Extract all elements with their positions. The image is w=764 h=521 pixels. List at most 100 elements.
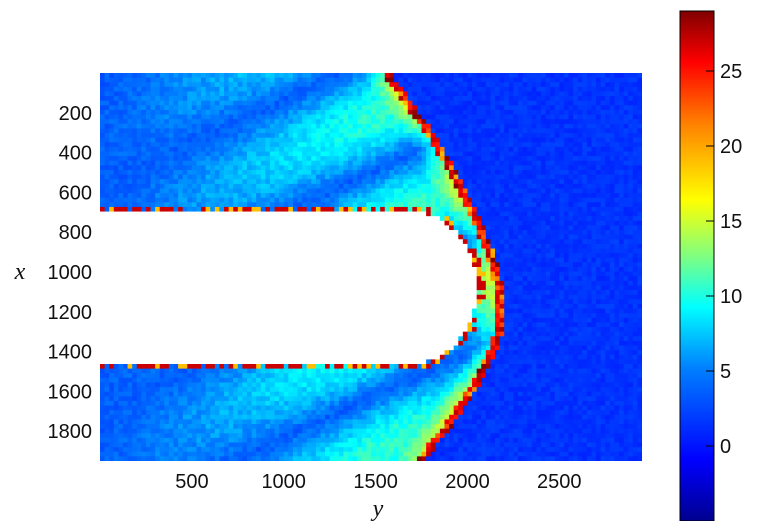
heatmap-cell	[201, 211, 207, 217]
heatmap-cell	[545, 211, 551, 217]
heatmap-cell	[393, 151, 400, 157]
heatmap-cell	[416, 73, 423, 79]
heatmap-cell	[164, 105, 170, 111]
heatmap-cell	[320, 91, 326, 97]
heatmap-cell	[389, 174, 395, 180]
heatmap-cell	[283, 105, 289, 111]
heatmap-cell	[531, 248, 537, 254]
heatmap-cell	[614, 114, 620, 120]
heatmap-cell	[224, 183, 230, 190]
heatmap-cell	[357, 142, 363, 148]
heatmap-cell	[366, 193, 372, 199]
heatmap-cell	[297, 179, 303, 185]
heatmap-cell	[302, 243, 308, 250]
heatmap-cell	[600, 174, 606, 180]
heatmap-cell	[490, 243, 496, 250]
heatmap-cell	[426, 211, 432, 217]
heatmap-cell	[201, 109, 207, 116]
heatmap-cell	[485, 206, 492, 213]
heatmap-cell	[426, 165, 432, 171]
heatmap-cell	[104, 96, 110, 102]
heatmap-cell	[458, 165, 464, 171]
heatmap-cell	[550, 77, 556, 83]
heatmap-cell	[141, 123, 147, 130]
heatmap-cell	[536, 82, 542, 88]
heatmap-cell	[407, 156, 413, 162]
heatmap-cell	[228, 174, 234, 180]
heatmap-cell	[458, 109, 464, 116]
heatmap-cell	[609, 73, 616, 79]
heatmap-cell	[536, 86, 542, 93]
heatmap-cell	[260, 188, 266, 194]
heatmap-cell	[568, 114, 574, 120]
heatmap-cell	[228, 100, 234, 106]
heatmap-cell	[531, 91, 537, 97]
heatmap-cell	[407, 91, 413, 97]
heatmap-cell	[201, 82, 207, 88]
heatmap-cell	[476, 174, 482, 180]
heatmap-cell	[320, 243, 326, 250]
heatmap-cell	[361, 230, 367, 236]
heatmap-cell	[104, 119, 110, 125]
heatmap-cell	[288, 248, 294, 254]
heatmap-cell	[421, 119, 427, 125]
heatmap-cell	[591, 239, 597, 245]
heatmap-cell	[398, 160, 404, 166]
heatmap-cell	[389, 170, 395, 176]
heatmap-cell	[444, 234, 450, 240]
heatmap-cell	[375, 174, 381, 180]
heatmap-cell	[462, 243, 469, 250]
heatmap-cell	[334, 91, 340, 97]
heatmap-cell	[609, 253, 616, 259]
heatmap-cell	[311, 119, 317, 125]
heatmap-cell	[605, 234, 611, 240]
heatmap-cell	[458, 234, 464, 240]
heatmap-cell	[127, 257, 133, 263]
heatmap-cell	[122, 105, 129, 111]
heatmap-cell	[536, 220, 542, 227]
heatmap-cell	[375, 197, 381, 203]
heatmap-cell	[371, 133, 377, 139]
heatmap-cell	[504, 114, 510, 120]
heatmap-cell	[513, 105, 519, 111]
heatmap-cell	[508, 114, 514, 120]
heatmap-cell	[329, 170, 335, 176]
heatmap-cell	[371, 239, 377, 245]
heatmap-cell	[407, 77, 413, 83]
heatmap-cell	[260, 174, 266, 180]
heatmap-cell	[366, 174, 372, 180]
heatmap-cell	[453, 230, 459, 236]
heatmap-cell	[499, 96, 505, 102]
heatmap-cell	[269, 220, 276, 227]
heatmap-cell	[348, 202, 354, 208]
heatmap-cell	[430, 225, 436, 231]
heatmap-cell	[375, 216, 381, 222]
heatmap-cell	[306, 73, 312, 79]
heatmap-cell	[439, 91, 446, 97]
heatmap-cell	[596, 142, 602, 148]
heatmap-cell	[315, 211, 322, 217]
heatmap-cell	[545, 133, 551, 139]
heatmap-cell	[540, 156, 547, 162]
heatmap-cell	[591, 137, 597, 143]
heatmap-cell	[182, 96, 188, 102]
heatmap-cell	[393, 86, 400, 93]
heatmap-cell	[559, 230, 565, 236]
heatmap-cell	[187, 105, 193, 111]
heatmap-cell	[219, 73, 225, 79]
heatmap-cell	[586, 193, 593, 199]
heatmap-cell	[632, 105, 638, 111]
heatmap-cell	[495, 197, 501, 203]
heatmap-cell	[499, 160, 505, 166]
heatmap-cell	[472, 206, 478, 213]
heatmap-cell	[586, 243, 593, 250]
heatmap-cell	[348, 243, 354, 250]
heatmap-cell	[132, 230, 138, 236]
heatmap-cell	[637, 123, 642, 130]
heatmap-cell	[343, 128, 349, 134]
heatmap-cell	[554, 77, 560, 83]
heatmap-cell	[614, 179, 620, 185]
heatmap-cell	[132, 86, 138, 93]
heatmap-cell	[210, 206, 216, 213]
heatmap-cell	[389, 105, 395, 111]
